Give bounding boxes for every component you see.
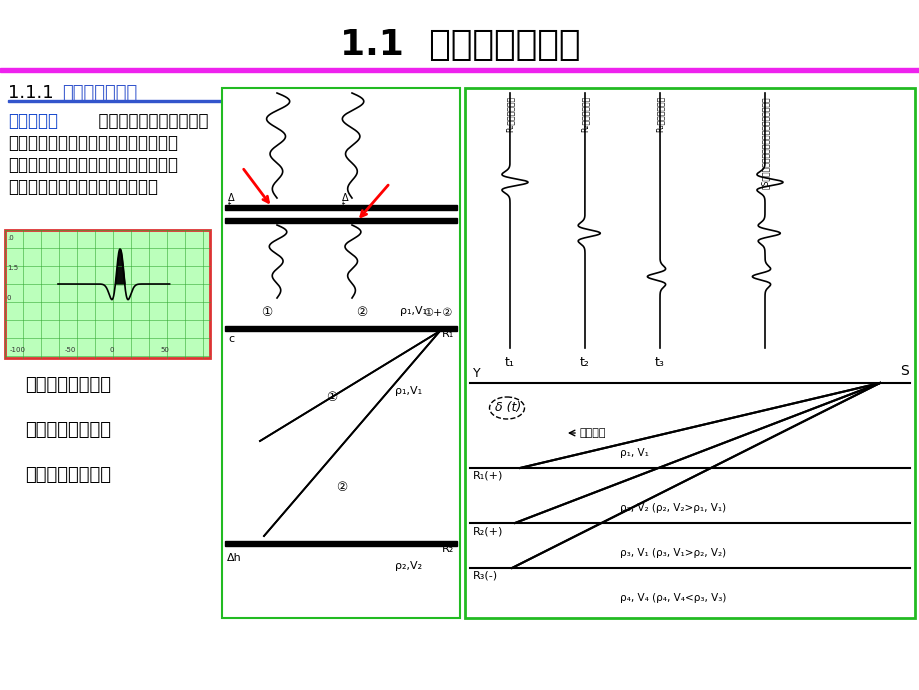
Text: R₁界面的反射波: R₁界面的反射波: [505, 96, 514, 132]
Text: t: t: [228, 201, 231, 210]
Bar: [464, 88, 914, 618]
Text: S: S: [899, 364, 908, 378]
Text: 地震子波：: 地震子波：: [8, 112, 58, 130]
Text: ①: ①: [261, 306, 272, 319]
Text: .0: .0: [7, 235, 14, 241]
Bar: [221, 88, 460, 618]
Text: ρ₁,V₁: ρ₁,V₁: [394, 386, 422, 396]
Text: ①: ①: [325, 391, 337, 404]
Text: ρ₂,V₂: ρ₂,V₂: [394, 561, 422, 571]
Bar: [8, 100, 238, 101]
Text: 0: 0: [110, 347, 114, 353]
Text: R₁(+): R₁(+): [472, 471, 503, 481]
Bar: [225, 205, 457, 210]
Text: 爆炸时产生的尖脉冲，在: 爆炸时产生的尖脉冲，在: [88, 112, 209, 130]
Bar: [225, 326, 457, 331]
Text: ②: ②: [356, 306, 368, 319]
Text: ρ₄, V₄ (ρ₄, V₄<ρ₃, V₃): ρ₄, V₄ (ρ₄, V₄<ρ₃, V₃): [619, 593, 726, 603]
Text: 地震子波: 地震子波: [579, 428, 606, 438]
Text: 可分辨、不可分辨: 可分辨、不可分辨: [25, 421, 111, 439]
Bar: [5, 230, 210, 358]
Text: ①+②: ①+②: [423, 308, 452, 318]
Text: Y: Y: [472, 367, 480, 380]
Text: t₂: t₂: [580, 356, 589, 369]
Text: 0: 0: [7, 295, 12, 301]
Text: R₂界面的反射波: R₂界面的反射波: [580, 96, 589, 132]
Bar: [0, 68, 919, 72]
Text: 时间、极性、强度: 时间、极性、强度: [25, 376, 111, 394]
Text: 爆炸点附近的介质中以冲击波的形式传: 爆炸点附近的介质中以冲击波的形式传: [8, 134, 177, 152]
Text: 在S点接收到的三个界面的反射波的叠加波形: 在S点接收到的三个界面的反射波的叠加波形: [760, 96, 768, 188]
Text: R₃(-): R₃(-): [472, 571, 497, 581]
Text: ρ₃, V₁ (ρ₃, V₁>ρ₂, V₂): ρ₃, V₁ (ρ₃, V₁>ρ₂, V₂): [619, 548, 725, 558]
Text: 1.1.1: 1.1.1: [8, 84, 60, 102]
Text: ρ₂, V₂ (ρ₂, V₂>ρ₁, V₁): ρ₂, V₂ (ρ₂, V₂>ρ₁, V₁): [619, 503, 725, 513]
Text: 50: 50: [160, 347, 169, 353]
Text: -50: -50: [65, 347, 76, 353]
Text: δ (t): δ (t): [494, 402, 521, 415]
Text: R₁: R₁: [441, 329, 454, 339]
Bar: [225, 218, 457, 223]
Text: -100: -100: [10, 347, 26, 353]
Text: 播，当传播到一定的距离时，波形逐渐: 播，当传播到一定的距离时，波形逐渐: [8, 156, 177, 174]
Text: 1.5: 1.5: [7, 265, 18, 271]
Text: 地震记录的形成: 地震记录的形成: [62, 84, 137, 102]
Text: R₂(+): R₂(+): [472, 526, 503, 536]
Text: 稳定，这时的地震波为地震子波。: 稳定，这时的地震波为地震子波。: [8, 178, 158, 196]
Text: 单波、复波、波组: 单波、复波、波组: [25, 466, 111, 484]
Text: t₁: t₁: [505, 356, 515, 369]
Text: ρ₁,V₁: ρ₁,V₁: [400, 306, 426, 316]
Text: c: c: [228, 334, 233, 344]
Text: ρ₁, V₁: ρ₁, V₁: [619, 448, 648, 458]
Text: ②: ②: [335, 481, 346, 494]
Text: R₃界面的反射波: R₃界面的反射波: [654, 96, 664, 132]
Bar: [225, 541, 457, 546]
Text: Δ: Δ: [228, 193, 234, 203]
Text: Δh: Δh: [227, 553, 242, 563]
Text: R₂: R₂: [441, 544, 454, 554]
Text: t₃: t₃: [654, 356, 664, 369]
Text: Δ: Δ: [342, 193, 348, 203]
Text: 1.1  地震剖面的特点: 1.1 地震剖面的特点: [339, 28, 580, 62]
Text: t: t: [342, 201, 345, 210]
